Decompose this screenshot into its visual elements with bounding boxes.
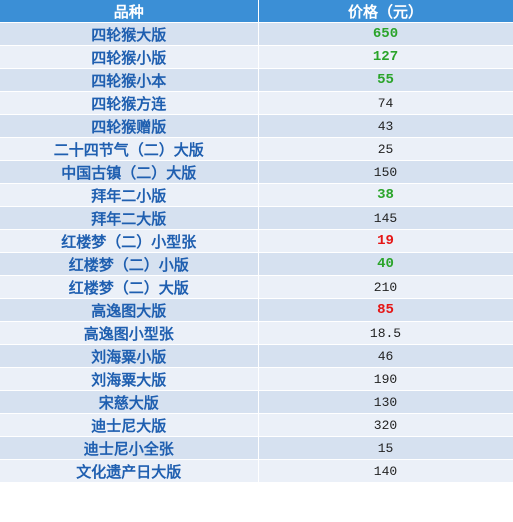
price-cell: 40	[258, 252, 513, 276]
table-row: 红楼梦（二）大版 210	[0, 275, 513, 299]
table-row: 迪士尼大版 320	[0, 413, 513, 437]
stamp-name-cell: 迪士尼小全张	[0, 436, 259, 460]
table-row: 迪士尼小全张 15	[0, 436, 513, 460]
stamp-name-cell: 二十四节气（二）大版	[0, 137, 259, 161]
stamp-name-cell: 刘海粟小版	[0, 344, 259, 368]
stamp-name-cell: 拜年二大版	[0, 206, 259, 230]
price-cell: 55	[258, 68, 513, 92]
table-row: 拜年二大版 145	[0, 206, 513, 230]
price-cell: 46	[258, 344, 513, 368]
column-header-name: 品种	[0, 0, 259, 23]
stamp-name-cell: 四轮猴大版	[0, 22, 259, 46]
price-cell: 38	[258, 183, 513, 207]
price-cell: 150	[258, 160, 513, 184]
stamp-name-cell: 红楼梦（二）小型张	[0, 229, 259, 253]
table-row: 四轮猴赠版 43	[0, 114, 513, 138]
table-row: 红楼梦（二）小版 40	[0, 252, 513, 276]
table-row: 拜年二小版 38	[0, 183, 513, 207]
stamp-price-table: 品种 价格（元） 四轮猴大版 650 四轮猴小版 127 四轮猴小本 55 四轮猴方连 74 四…	[0, 0, 513, 482]
table-row: 高逸图大版 85	[0, 298, 513, 322]
stamp-name-cell: 四轮猴小版	[0, 45, 259, 69]
stamp-name-cell: 高逸图大版	[0, 298, 259, 322]
price-cell: 145	[258, 206, 513, 230]
table-row: 宋慈大版 130	[0, 390, 513, 414]
table-row: 四轮猴小版 127	[0, 45, 513, 69]
price-cell: 74	[258, 91, 513, 115]
stamp-name-cell: 宋慈大版	[0, 390, 259, 414]
stamp-name-cell: 红楼梦（二）小版	[0, 252, 259, 276]
price-cell: 43	[258, 114, 513, 138]
stamp-name-cell: 中国古镇（二）大版	[0, 160, 259, 184]
column-header-price: 价格（元）	[258, 0, 513, 23]
table-row: 四轮猴方连 74	[0, 91, 513, 115]
stamp-name-cell: 高逸图小型张	[0, 321, 259, 345]
table-row: 红楼梦（二）小型张 19	[0, 229, 513, 253]
price-cell: 15	[258, 436, 513, 460]
table-row: 高逸图小型张 18.5	[0, 321, 513, 345]
price-cell: 190	[258, 367, 513, 391]
price-cell: 18.5	[258, 321, 513, 345]
price-cell: 85	[258, 298, 513, 322]
table-row: 四轮猴小本 55	[0, 68, 513, 92]
stamp-name-cell: 拜年二小版	[0, 183, 259, 207]
stamp-name-cell: 红楼梦（二）大版	[0, 275, 259, 299]
price-cell: 210	[258, 275, 513, 299]
table-row: 中国古镇（二）大版 150	[0, 160, 513, 184]
table-row: 四轮猴大版 650	[0, 22, 513, 46]
price-cell: 127	[258, 45, 513, 69]
price-cell: 25	[258, 137, 513, 161]
price-cell: 19	[258, 229, 513, 253]
table-row: 二十四节气（二）大版 25	[0, 137, 513, 161]
price-cell: 650	[258, 22, 513, 46]
table-body: 四轮猴大版 650 四轮猴小版 127 四轮猴小本 55 四轮猴方连 74 四轮猴赠版 43 二十四…	[0, 22, 513, 482]
stamp-name-cell: 文化遗产日大版	[0, 459, 259, 482]
table-row: 刘海粟小版 46	[0, 344, 513, 368]
table-row: 刘海粟大版 190	[0, 367, 513, 391]
stamp-name-cell: 四轮猴小本	[0, 68, 259, 92]
table-row: 文化遗产日大版 140	[0, 459, 513, 482]
stamp-name-cell: 四轮猴方连	[0, 91, 259, 115]
price-cell: 320	[258, 413, 513, 437]
stamp-name-cell: 刘海粟大版	[0, 367, 259, 391]
price-cell: 130	[258, 390, 513, 414]
stamp-name-cell: 迪士尼大版	[0, 413, 259, 437]
stamp-name-cell: 四轮猴赠版	[0, 114, 259, 138]
price-cell: 140	[258, 459, 513, 482]
table-header-row: 品种 价格（元）	[0, 0, 513, 23]
